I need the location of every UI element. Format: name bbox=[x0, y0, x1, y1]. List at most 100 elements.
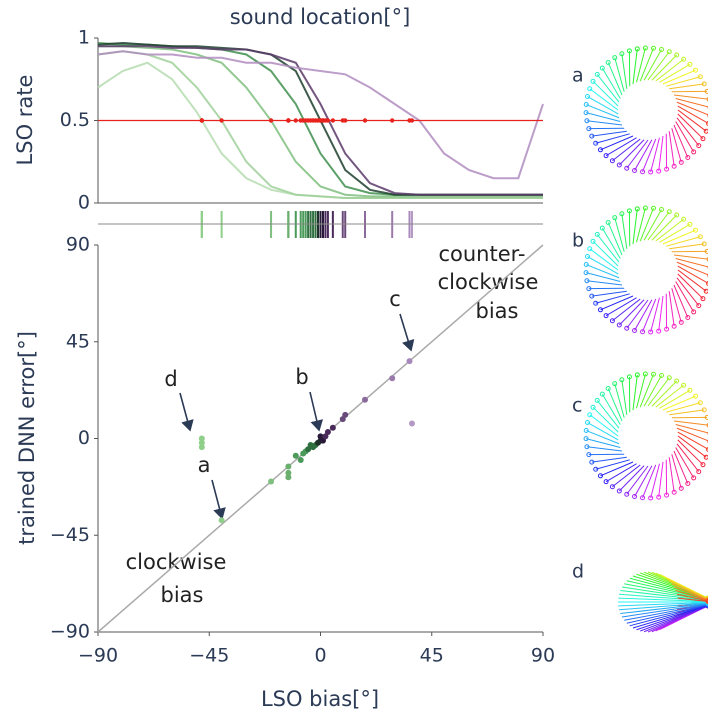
spoke-end bbox=[705, 598, 708, 604]
spoke-end bbox=[656, 168, 662, 174]
spoke-end bbox=[693, 67, 699, 73]
x-tick-label: 90 bbox=[531, 645, 555, 667]
spoke-end bbox=[664, 166, 670, 172]
spoke-end bbox=[671, 323, 677, 329]
spoke bbox=[632, 208, 638, 245]
spoke-end bbox=[664, 326, 670, 332]
spoke bbox=[676, 101, 708, 116]
spoke-end bbox=[589, 293, 595, 299]
crossing-point bbox=[409, 118, 415, 123]
spoke bbox=[601, 393, 621, 425]
spoke bbox=[647, 377, 670, 407]
crossing-point bbox=[219, 118, 224, 123]
spoke bbox=[658, 461, 664, 498]
spoke-end bbox=[691, 149, 697, 155]
spoke-end bbox=[586, 126, 592, 132]
point bbox=[342, 411, 349, 418]
spoke bbox=[620, 603, 708, 614]
spoke bbox=[675, 281, 695, 313]
spoke-end bbox=[706, 281, 708, 286]
spoke-end bbox=[648, 495, 654, 501]
spoke-end bbox=[650, 45, 656, 51]
spoke bbox=[636, 47, 646, 83]
spoke-end bbox=[616, 322, 622, 328]
spoke-end bbox=[701, 81, 707, 87]
spoke bbox=[662, 229, 696, 245]
spoke-end bbox=[642, 371, 648, 377]
point bbox=[268, 478, 275, 485]
spoke-end bbox=[583, 428, 589, 434]
spoke bbox=[626, 139, 649, 169]
spoke bbox=[607, 222, 623, 256]
spoke bbox=[605, 297, 637, 317]
spoke bbox=[639, 208, 654, 242]
spoke-end bbox=[696, 143, 702, 149]
spoke-end bbox=[593, 140, 599, 146]
spoke bbox=[673, 586, 708, 601]
spoke bbox=[639, 48, 654, 82]
spoke-end bbox=[584, 420, 590, 426]
spoke-end bbox=[583, 262, 589, 268]
spoke bbox=[677, 105, 708, 124]
spoke bbox=[675, 590, 708, 601]
spoke-end bbox=[701, 241, 707, 247]
spoke bbox=[669, 409, 705, 416]
spoke bbox=[673, 450, 689, 484]
spoke-end bbox=[626, 208, 632, 214]
spoke-end bbox=[706, 121, 708, 126]
spoke bbox=[640, 605, 708, 632]
spoke bbox=[673, 254, 708, 260]
annotation: b bbox=[295, 365, 308, 389]
spoke bbox=[677, 109, 707, 132]
spoke-end bbox=[704, 414, 708, 420]
spoke-end bbox=[656, 328, 662, 334]
annotation: a bbox=[198, 453, 211, 477]
spoke bbox=[673, 94, 708, 100]
spoke-end bbox=[650, 205, 656, 211]
spoke bbox=[592, 406, 619, 433]
spoke-end bbox=[609, 318, 615, 324]
crossing-point bbox=[362, 118, 368, 123]
spoke bbox=[671, 288, 682, 323]
spoke bbox=[666, 76, 701, 87]
spoke bbox=[676, 117, 700, 146]
rate-curve bbox=[97, 50, 543, 200]
crossing-point bbox=[343, 118, 348, 123]
spoke bbox=[655, 218, 684, 242]
spoke-end bbox=[587, 246, 593, 252]
spoke-end bbox=[693, 227, 699, 233]
spoke-end bbox=[605, 59, 611, 65]
spoke-end bbox=[584, 254, 590, 260]
spoke bbox=[677, 269, 707, 292]
spoke bbox=[632, 48, 638, 85]
spoke-end bbox=[674, 378, 680, 384]
panel-label: a bbox=[572, 65, 584, 87]
spoke bbox=[647, 211, 670, 241]
spoke bbox=[668, 580, 708, 600]
spoke-end bbox=[700, 462, 706, 468]
spoke bbox=[621, 379, 628, 415]
spoke-end bbox=[597, 473, 603, 479]
spoke bbox=[589, 414, 619, 437]
y-tick-label: 90 bbox=[66, 234, 90, 256]
spoke-end bbox=[634, 206, 640, 212]
spoke bbox=[586, 104, 620, 119]
point bbox=[198, 435, 205, 442]
point bbox=[198, 444, 205, 451]
spoke-end bbox=[658, 206, 664, 212]
spoke bbox=[662, 395, 696, 411]
point bbox=[292, 452, 299, 459]
spoke bbox=[586, 280, 623, 286]
spoke-end bbox=[658, 46, 664, 52]
spoke-end bbox=[603, 479, 609, 485]
spoke-end bbox=[678, 319, 684, 325]
spoke bbox=[605, 137, 637, 157]
spoke-end bbox=[704, 248, 708, 254]
spoke-end bbox=[609, 158, 615, 164]
spoke bbox=[589, 88, 619, 111]
spoke bbox=[586, 446, 623, 452]
spoke-end bbox=[603, 153, 609, 159]
crossing-point bbox=[199, 118, 205, 123]
spoke-end bbox=[583, 110, 589, 116]
spoke bbox=[586, 120, 623, 126]
